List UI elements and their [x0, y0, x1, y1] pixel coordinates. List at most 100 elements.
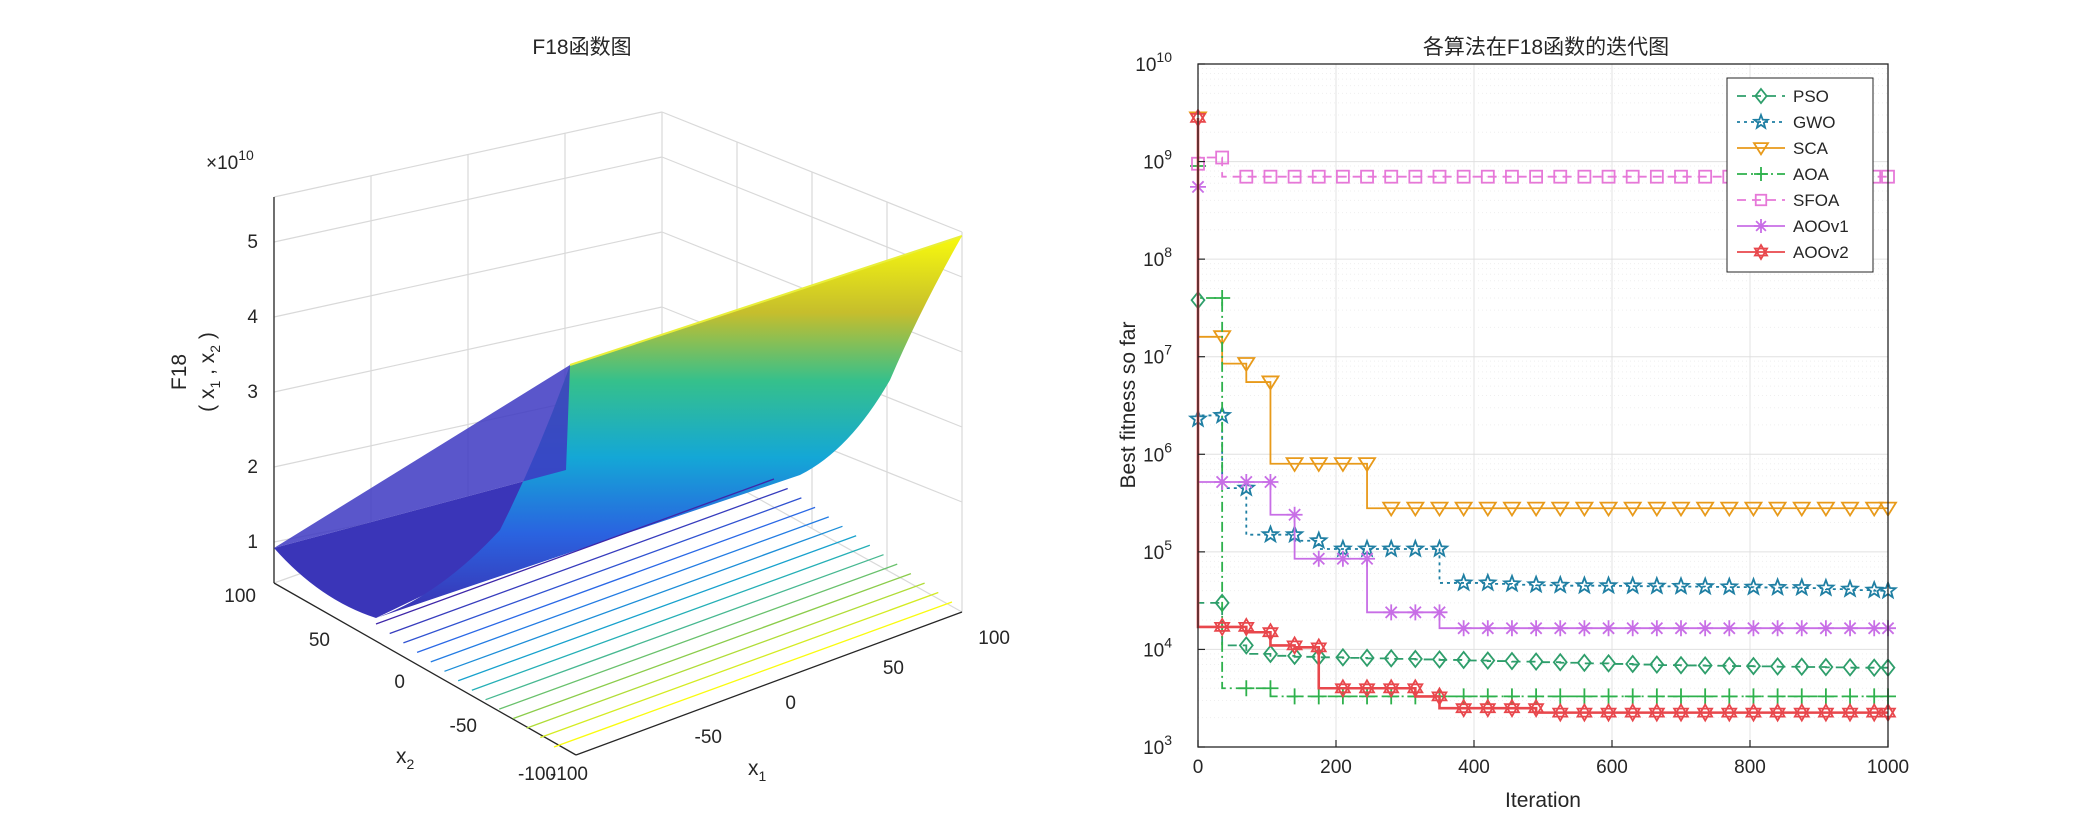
x2-tick: 0 — [394, 672, 405, 693]
contour-line — [375, 478, 775, 625]
svg-text:( x1 , x2 ): ( x1 , x2 ) — [196, 332, 223, 412]
marker-plus — [1528, 688, 1545, 705]
convergence-x-label: Iteration — [1505, 789, 1581, 812]
marker-triangle — [1671, 501, 1691, 518]
marker-star — [1453, 572, 1474, 592]
marker-hexagram — [1648, 707, 1666, 723]
marker-diamond — [1842, 657, 1858, 677]
x-tick-label: 200 — [1320, 757, 1352, 778]
marker-diamond — [1504, 651, 1520, 671]
marker-hexagram — [1720, 702, 1738, 718]
marker-triangle — [1502, 501, 1522, 518]
marker-triangle — [1792, 501, 1812, 518]
marker-asterisk — [1359, 550, 1376, 567]
marker-hexagram — [1503, 698, 1521, 714]
legend-item: SFOA — [1737, 191, 1840, 210]
marker-plus — [1624, 688, 1641, 705]
marker-asterisk — [1866, 620, 1883, 637]
marker-star — [1767, 576, 1788, 596]
marker-hexagram — [1769, 702, 1787, 718]
contour-line — [416, 506, 816, 653]
marker-square — [1529, 169, 1543, 184]
marker-star — [1839, 578, 1861, 598]
legend-label: AOOv2 — [1793, 243, 1849, 262]
x2-tick: 50 — [309, 630, 330, 651]
marker-hexagram — [1455, 703, 1473, 718]
marker-star — [1381, 538, 1402, 558]
marker-hexagram — [1817, 707, 1835, 723]
marker-hexagram — [1575, 707, 1593, 723]
marker-asterisk — [1576, 620, 1593, 637]
series-line-gwo — [1197, 414, 1888, 592]
marker-asterisk — [1754, 219, 1768, 233]
marker-hexagram — [1744, 702, 1762, 718]
marker-triangle — [1598, 501, 1619, 518]
marker-hexagram — [1261, 622, 1279, 638]
marker-asterisk — [1479, 620, 1496, 637]
marker-diamond — [1287, 646, 1303, 666]
marker-star — [1815, 577, 1836, 597]
contour-line — [540, 591, 939, 739]
marker-star — [1429, 538, 1450, 558]
convergence-x-ticks: 0 200 400 600 800 1000 — [1193, 740, 1909, 778]
marker-diamond — [1335, 647, 1351, 667]
surface-plot-title: F18函数图 — [532, 36, 631, 59]
marker-diamond — [1383, 648, 1399, 668]
marker-square — [1432, 169, 1447, 184]
marker-asterisk — [1238, 473, 1255, 490]
marker-diamond — [1721, 656, 1737, 676]
marker-diamond — [1754, 87, 1768, 105]
contour-line — [444, 525, 843, 672]
y-tick-label: 1010 — [1135, 49, 1172, 76]
legend-item: GWO — [1737, 112, 1836, 132]
marker-plus — [1793, 688, 1810, 705]
x2-tick: 100 — [224, 586, 256, 607]
marker-square — [1408, 169, 1423, 184]
marker-hexagram — [1334, 683, 1352, 699]
marker-diamond — [1600, 653, 1617, 673]
marker-asterisk — [1745, 620, 1762, 637]
marker-plus — [1262, 680, 1279, 697]
marker-hexagram — [1672, 707, 1690, 723]
x-tick-label: 600 — [1596, 757, 1628, 778]
contour-line — [389, 487, 788, 635]
marker-hexagram — [1382, 678, 1400, 694]
marker-asterisk — [1528, 620, 1545, 637]
marker-hexagram — [1720, 707, 1738, 723]
marker-plus — [1576, 688, 1593, 705]
marker-plus — [1552, 688, 1569, 705]
marker-triangle — [1574, 501, 1595, 518]
marker-triangle — [1381, 501, 1401, 518]
marker-hexagram — [1213, 622, 1231, 637]
marker-hexagram — [1793, 702, 1811, 718]
marker-diamond — [1866, 658, 1882, 678]
contour-line — [499, 563, 898, 710]
marker-plus — [1238, 680, 1255, 697]
marker-diamond — [1552, 652, 1568, 672]
marker-star — [1308, 530, 1329, 550]
marker-plus — [1769, 688, 1786, 705]
marker-diamond — [1359, 648, 1375, 668]
marker-asterisk — [1407, 604, 1424, 621]
marker-hexagram — [1286, 635, 1304, 651]
marker-triangle — [1695, 501, 1715, 518]
y-tick-label: 108 — [1143, 244, 1172, 271]
marker-hexagram — [1575, 702, 1593, 718]
marker-diamond — [1697, 656, 1713, 675]
marker-square — [1239, 169, 1254, 184]
marker-diamond — [1673, 655, 1689, 675]
marker-plus — [1866, 688, 1883, 705]
y-tick-label: 105 — [1143, 537, 1172, 564]
marker-asterisk — [1624, 620, 1641, 637]
marker-square — [1577, 169, 1592, 184]
marker-hexagram — [1406, 678, 1424, 694]
contour-line — [526, 582, 925, 729]
legend-item: AOOv1 — [1737, 217, 1849, 236]
marker-triangle — [1743, 501, 1764, 518]
marker-plus — [1721, 688, 1738, 705]
legend-box — [1726, 77, 1874, 273]
marker-hexagram — [1431, 686, 1448, 702]
marker-hexagram — [1753, 243, 1769, 257]
marker-triangle — [1623, 501, 1643, 518]
